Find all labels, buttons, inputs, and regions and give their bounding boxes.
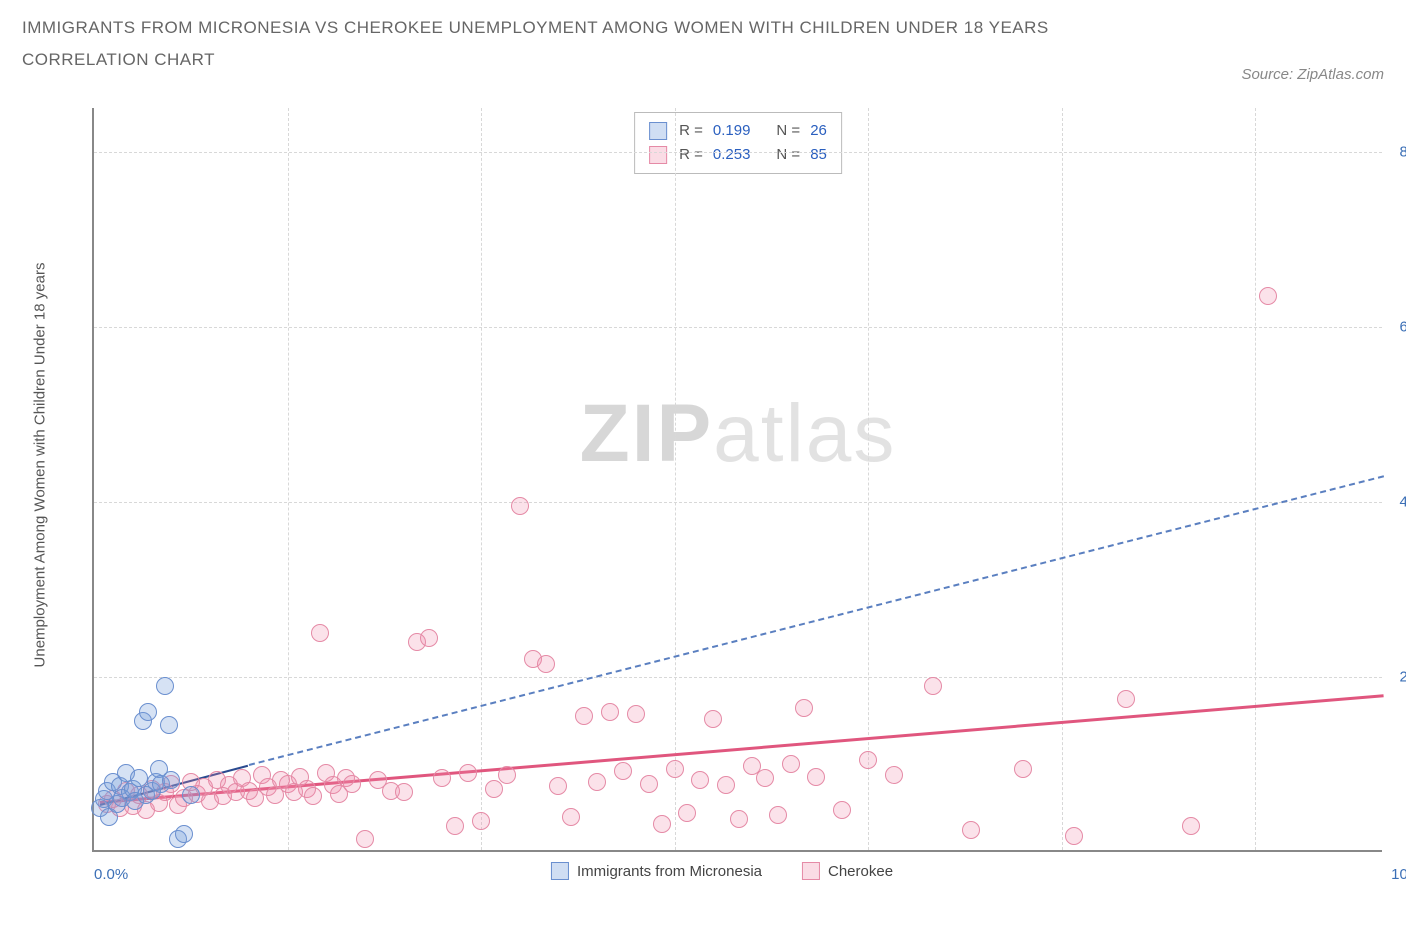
data-point — [498, 766, 516, 784]
data-point — [549, 777, 567, 795]
data-point — [311, 624, 329, 642]
data-point — [472, 812, 490, 830]
legend-label-a: Immigrants from Micronesia — [577, 863, 762, 880]
data-point — [459, 764, 477, 782]
y-axis-label: Unemployment Among Women with Children U… — [32, 263, 49, 668]
data-point — [691, 771, 709, 789]
data-point — [769, 806, 787, 824]
data-point — [485, 780, 503, 798]
legend-item-a: Immigrants from Micronesia — [551, 862, 762, 880]
data-point — [175, 825, 193, 843]
scatter-plot: ZIPatlas R = 0.199 N = 26 R = 0.253 N = … — [92, 108, 1382, 852]
data-point — [343, 775, 361, 793]
data-point — [139, 703, 157, 721]
data-point — [537, 655, 555, 673]
data-point — [1014, 760, 1032, 778]
data-point — [807, 768, 825, 786]
y-tick-label: 40.0% — [1387, 493, 1406, 510]
r-value-a: 0.199 — [713, 119, 751, 143]
x-tick-label-min: 0.0% — [94, 866, 128, 883]
x-tick-label-max: 100.0% — [1391, 866, 1406, 883]
data-point — [640, 775, 658, 793]
data-point — [653, 815, 671, 833]
data-point — [575, 707, 593, 725]
data-point — [446, 817, 464, 835]
legend-swatch-a — [551, 862, 569, 880]
y-tick-label: 60.0% — [1387, 318, 1406, 335]
data-point — [511, 497, 529, 515]
watermark: ZIPatlas — [580, 387, 897, 481]
data-point — [885, 766, 903, 784]
series-legend: Immigrants from Micronesia Cherokee — [551, 862, 893, 880]
data-point — [782, 755, 800, 773]
data-point — [678, 804, 696, 822]
data-point — [588, 773, 606, 791]
swatch-series-a — [649, 122, 667, 140]
data-point — [395, 783, 413, 801]
chart-subtitle: CORRELATION CHART — [22, 50, 215, 70]
data-point — [962, 821, 980, 839]
data-point — [717, 776, 735, 794]
chart-title: IMMIGRANTS FROM MICRONESIA VS CHEROKEE U… — [22, 18, 1049, 38]
data-point — [614, 762, 632, 780]
legend-row-a: R = 0.199 N = 26 — [649, 119, 827, 143]
swatch-series-b — [649, 146, 667, 164]
gridline-v — [675, 108, 676, 850]
data-point — [304, 787, 322, 805]
data-point — [562, 808, 580, 826]
trend-line — [249, 476, 1385, 767]
r-value-b: 0.253 — [713, 143, 751, 167]
data-point — [756, 769, 774, 787]
data-point — [627, 705, 645, 723]
data-point — [356, 830, 374, 848]
data-point — [1182, 817, 1200, 835]
data-point — [730, 810, 748, 828]
r-label-a: R = — [679, 119, 703, 143]
y-tick-label: 20.0% — [1387, 668, 1406, 685]
correlation-legend: R = 0.199 N = 26 R = 0.253 N = 85 — [634, 112, 842, 174]
data-point — [1117, 690, 1135, 708]
legend-item-b: Cherokee — [802, 862, 893, 880]
n-value-a: 26 — [810, 119, 827, 143]
data-point — [1259, 287, 1277, 305]
gridline-v — [1062, 108, 1063, 850]
data-point — [704, 710, 722, 728]
n-value-b: 85 — [810, 143, 827, 167]
chart-area: ZIPatlas R = 0.199 N = 26 R = 0.253 N = … — [62, 108, 1382, 886]
gridline-v — [1255, 108, 1256, 850]
chart-header: IMMIGRANTS FROM MICRONESIA VS CHEROKEE U… — [0, 0, 1406, 83]
data-point — [795, 699, 813, 717]
y-tick-label: 80.0% — [1387, 143, 1406, 160]
data-point — [160, 716, 178, 734]
legend-label-b: Cherokee — [828, 863, 893, 880]
data-point — [924, 677, 942, 695]
data-point — [859, 751, 877, 769]
n-label-a: N = — [776, 119, 800, 143]
watermark-bold: ZIP — [580, 388, 714, 479]
gridline-v — [481, 108, 482, 850]
title-row: IMMIGRANTS FROM MICRONESIA VS CHEROKEE U… — [22, 18, 1384, 38]
data-point — [182, 786, 200, 804]
data-point — [162, 771, 180, 789]
legend-swatch-b — [802, 862, 820, 880]
legend-row-b: R = 0.253 N = 85 — [649, 143, 827, 167]
source-attribution: Source: ZipAtlas.com — [1241, 66, 1384, 83]
data-point — [1065, 827, 1083, 845]
r-label-b: R = — [679, 143, 703, 167]
data-point — [156, 677, 174, 695]
n-label-b: N = — [776, 143, 800, 167]
data-point — [420, 629, 438, 647]
data-point — [666, 760, 684, 778]
data-point — [833, 801, 851, 819]
gridline-v — [288, 108, 289, 850]
data-point — [433, 769, 451, 787]
data-point — [601, 703, 619, 721]
